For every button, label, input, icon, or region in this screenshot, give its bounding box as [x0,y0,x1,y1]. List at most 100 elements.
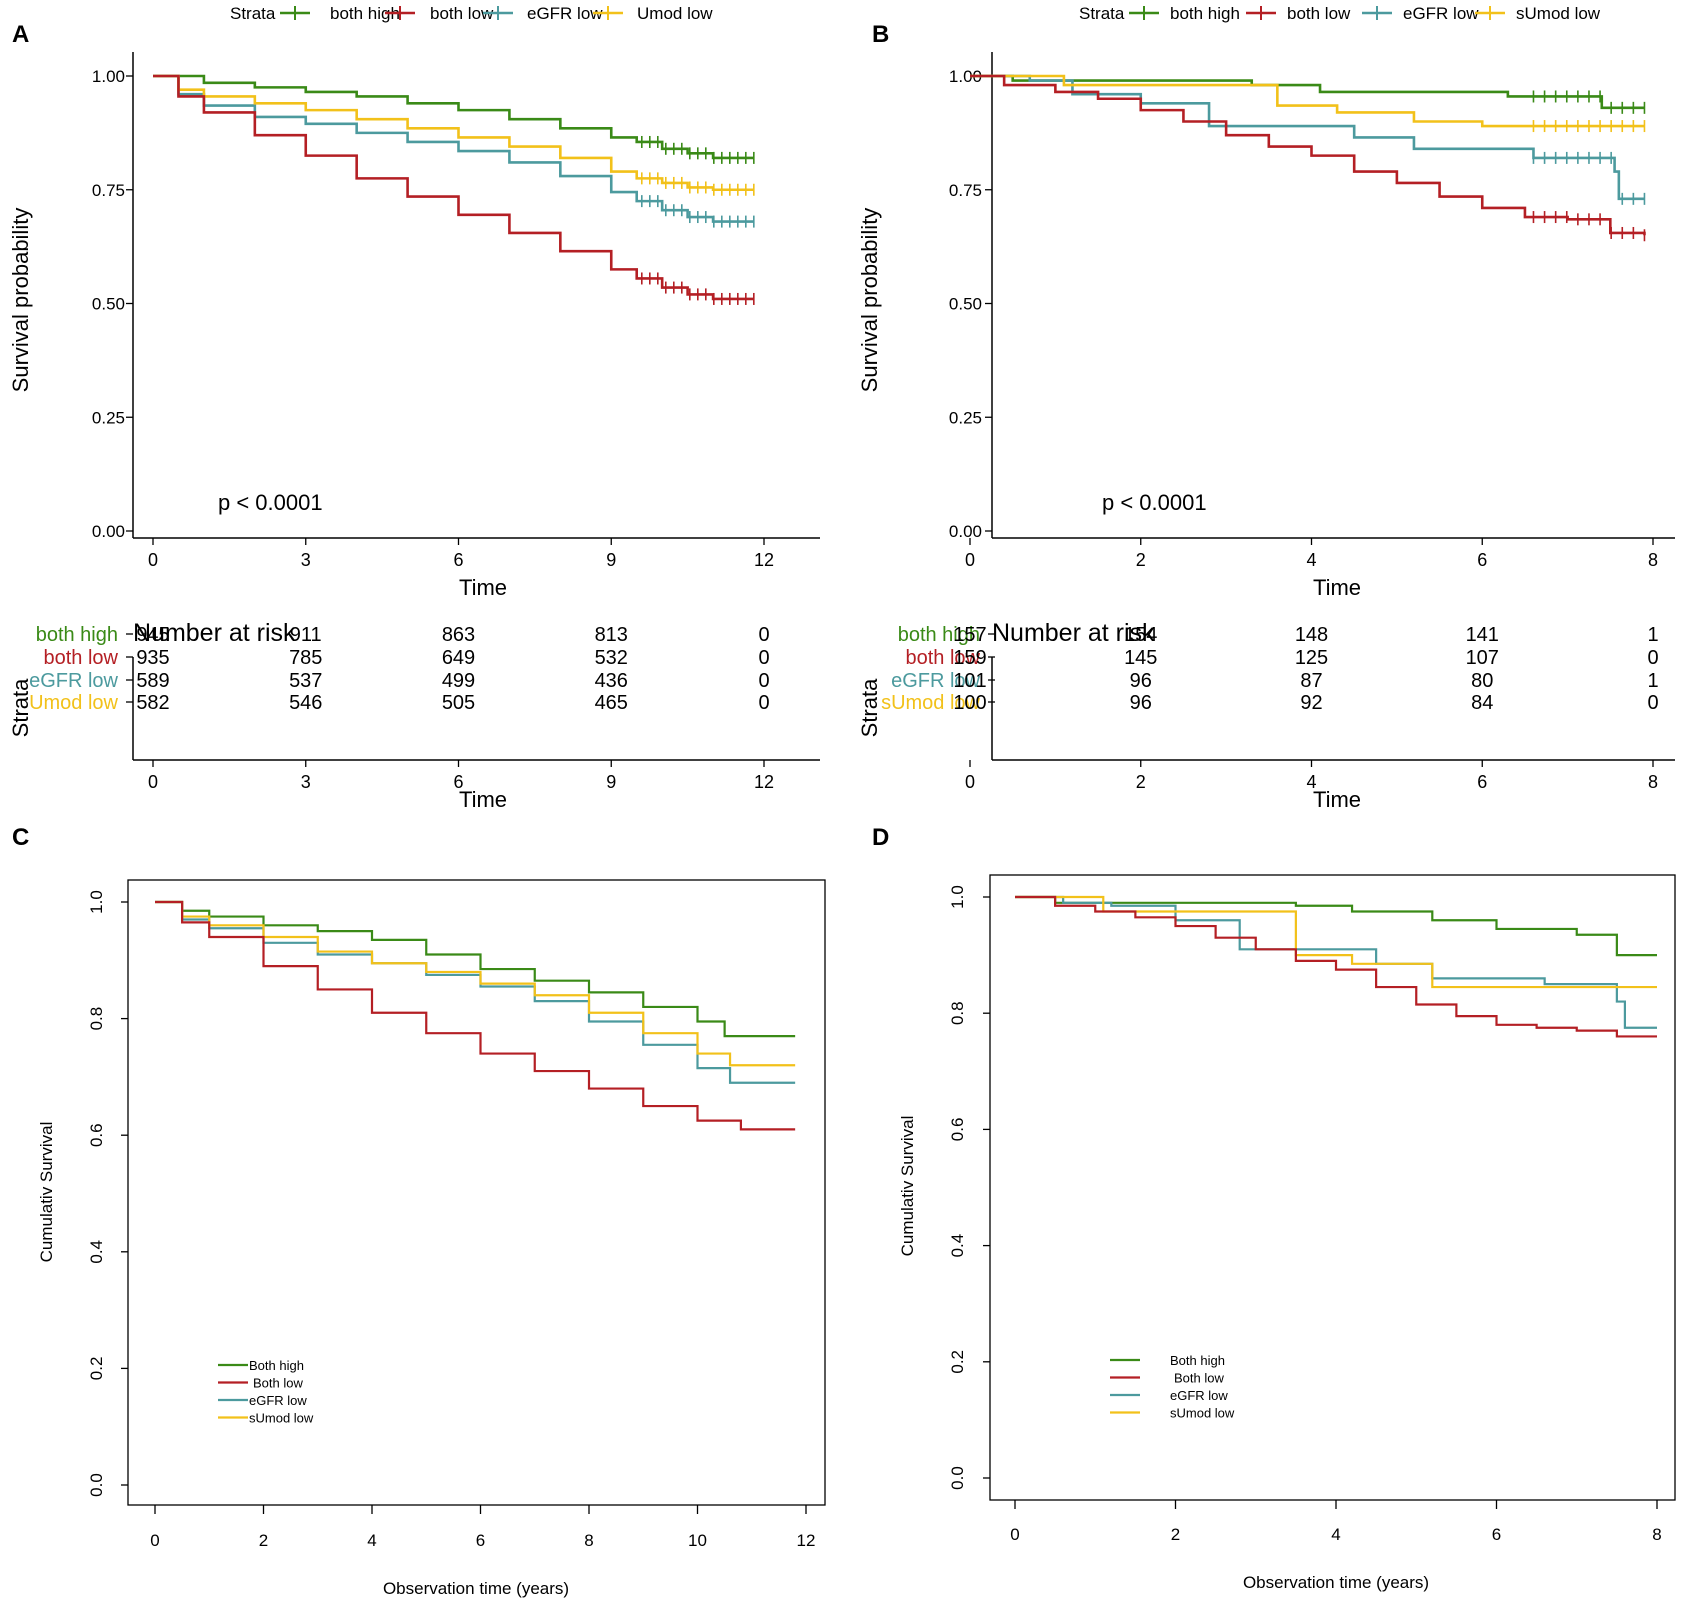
risk-x-tick-label: 0 [965,772,975,792]
risk-row-label-egfr-low: eGFR low [891,670,980,692]
x-tick-label: 6 [1477,550,1487,570]
series-line-both-low [153,74,754,301]
risk-row-label-both-high: both high [898,624,980,646]
risk-x-tick-label: 2 [1136,772,1146,792]
risk-cell: 945 [136,624,169,646]
panel-a-y-ticks: 0.00 0.25 0.50 0.75 1.00 [92,67,133,541]
x-tick-label: 2 [259,1531,268,1550]
panel-c-letter: C [12,824,29,851]
legend-label-both-low: Both low [253,1376,303,1391]
panel-c: C 0.0 0.2 0.4 0.6 0.8 1.0 0 2 4 6 8 10 12 Both high… [12,824,826,1598]
panel-c-legend: Both high Both low eGFR low sUmod low [218,1358,314,1426]
panel-b-risk-x-label: Time [1313,787,1361,812]
risk-x-tick-label: 12 [754,772,774,792]
series-line-both-high [153,74,754,160]
risk-cell: 100 [953,692,986,714]
legend-label-umod-low: sUmod low [1516,4,1601,23]
risk-cell: 537 [289,670,322,692]
panel-b-risk-title: Number at risk [992,619,1155,647]
legend-label-umod-low: sUmod low [249,1411,314,1426]
series-line-both-low [1015,895,1657,1038]
panel-c-y-ticks: 0.0 0.2 0.4 0.6 0.8 1.0 [87,890,128,1497]
risk-cell: 785 [289,647,322,669]
risk-cell: 589 [136,670,169,692]
risk-cell: 649 [442,647,475,669]
risk-cell: 0 [758,692,769,714]
series-line-umod-low [1015,895,1657,989]
x-tick-label: 3 [301,550,311,570]
x-tick-label: 2 [1171,1525,1180,1544]
x-tick-label: 8 [584,1531,593,1550]
risk-cell: 87 [1300,670,1322,692]
risk-cell: 141 [1466,624,1499,646]
x-tick-label: 0 [1010,1525,1019,1544]
panel-b-x-label: Time [1313,575,1361,600]
series-line-umod-low [970,74,1645,128]
panel-b-y-ticks: 0.00 0.25 0.50 0.75 1.00 [949,67,992,541]
legend-label-egfr-low: eGFR low [249,1393,307,1408]
panel-c-y-label: Cumulativ Survival [37,1122,56,1263]
panel-c-series [155,900,796,1131]
legend-label-both-low: both low [1287,4,1351,23]
panel-b-letter: B [872,21,889,48]
x-tick-label: 8 [1652,1525,1661,1544]
risk-cell: 84 [1471,692,1493,714]
panel-b-legend: Strata both high both low eGFR low sUmod lo… [1079,4,1601,23]
panel-a: A Strata both high both low eGFR low Umod l… [8,4,820,812]
legend-label-both-high: both high [330,4,400,23]
y-tick-label: 1.00 [92,67,125,86]
y-tick-label: 0.00 [92,522,125,541]
risk-x-tick-label: 9 [606,772,616,792]
risk-cell: 813 [595,624,628,646]
risk-cell: 0 [758,647,769,669]
y-tick-label: 0.0 [948,1466,967,1490]
x-tick-label: 12 [754,550,774,570]
risk-cell: 107 [1466,647,1499,669]
risk-cell: 911 [290,624,322,646]
legend-label-umod-low: Umod low [637,4,713,23]
risk-cell: 96 [1130,692,1152,714]
risk-cell: 96 [1130,670,1152,692]
risk-x-tick-label: 6 [453,772,463,792]
legend-label-both-high: both high [1170,4,1240,23]
risk-cell: 0 [758,670,769,692]
panel-d-legend: Both high Both low eGFR low sUmod low [1110,1353,1235,1421]
panel-b-y-label: Survival probability [857,208,882,393]
risk-cell: 499 [442,670,475,692]
legend-label-egfr-low: eGFR low [1403,4,1479,23]
risk-cell: 582 [136,692,169,714]
y-tick-label: 0.00 [949,522,982,541]
risk-cell: 436 [595,670,628,692]
x-tick-label: 0 [148,550,158,570]
risk-row-label-both-high: both high [36,624,118,646]
panel-a-risk-y-label: Strata [8,678,33,737]
risk-row-label-egfr-low: eGFR low [29,670,118,692]
panel-a-x-label: Time [459,575,507,600]
risk-cell: 125 [1295,647,1328,669]
risk-cell: 465 [595,692,628,714]
panel-a-x-ticks: 0 3 6 9 12 [148,538,774,570]
risk-cell: 145 [1124,647,1157,669]
x-tick-label: 4 [367,1531,376,1550]
x-tick-label: 12 [797,1531,816,1550]
risk-cell: 863 [442,624,475,646]
x-tick-label: 6 [476,1531,485,1550]
panel-c-x-label: Observation time (years) [383,1579,569,1598]
legend-label-both-low: both low [430,4,494,23]
panel-a-risk-x-label: Time [459,787,507,812]
risk-x-tick-label: 0 [148,772,158,792]
series-line-umod-low [153,74,754,192]
panel-b: B Strata both high both low eGFR low sUmod … [857,4,1675,812]
risk-cell: 101 [953,670,986,692]
risk-row-label-both-low: both low [44,647,119,669]
x-tick-label: 4 [1331,1525,1340,1544]
series-line-umod-low [155,900,796,1067]
risk-cell: 1 [1647,624,1658,646]
panel-b-legend-title: Strata [1079,4,1125,23]
panel-a-risk-table: both high 945 911 863 813 0 both low 935 785 649 5… [29,624,774,792]
risk-cell: 1 [1647,670,1658,692]
x-tick-label: 0 [965,550,975,570]
risk-cell: 0 [1647,647,1658,669]
series-line-egfr-low [970,74,1645,201]
risk-cell: 157 [953,624,986,646]
